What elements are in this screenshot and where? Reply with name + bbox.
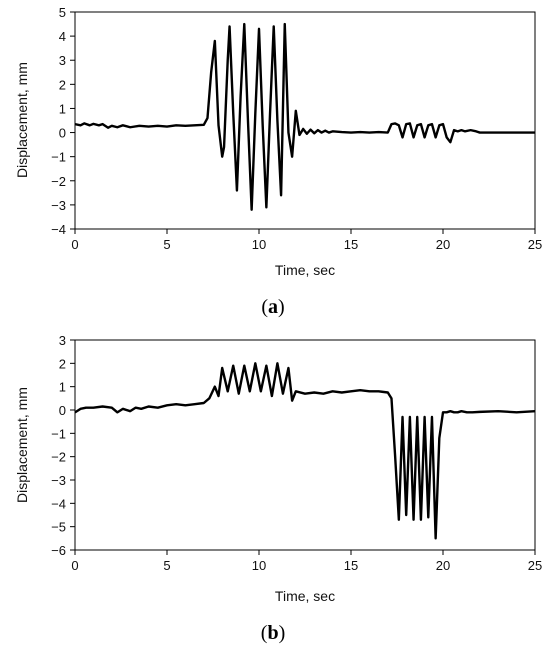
x-axis-title-a: Time, sec bbox=[275, 262, 335, 278]
x-tick-label-b-2: 10 bbox=[252, 558, 266, 573]
x-tick-label-b-1: 5 bbox=[163, 558, 170, 573]
x-tick-label-a-3: 15 bbox=[344, 237, 358, 252]
y-tick-label-a-9: 5 bbox=[59, 5, 66, 20]
y-tick-label-a-5: 1 bbox=[59, 101, 66, 116]
y-tick-label-b-9: 3 bbox=[59, 333, 66, 348]
y-tick-label-b-4: −2 bbox=[51, 450, 66, 465]
y-tick-label-a-4: 0 bbox=[59, 126, 66, 141]
y-tick-label-a-1: −3 bbox=[51, 198, 66, 213]
x-tick-label-a-5: 25 bbox=[528, 237, 542, 252]
y-axis-title-a: Displacement, mm bbox=[14, 62, 30, 178]
panel-caption-b: (b) bbox=[261, 622, 285, 644]
chart-panel-a: −4 −3 −2 −1 0 1 2 3 4 5 0 5 10 15 20 25 Time, sec Disp… bbox=[14, 5, 542, 318]
y-tick-label-a-7: 3 bbox=[59, 53, 66, 68]
series-line-a bbox=[74, 22, 535, 211]
x-tick-label-b-0: 0 bbox=[71, 558, 78, 573]
y-tick-label-a-3: −1 bbox=[51, 150, 66, 165]
y-axis-title-b: Displacement, mm bbox=[14, 387, 30, 503]
y-tick-label-b-8: 2 bbox=[59, 356, 66, 371]
x-ticks-a: 0 5 10 15 20 25 bbox=[71, 229, 542, 252]
y-tick-label-b-2: −4 bbox=[51, 496, 66, 511]
x-axis-title-b: Time, sec bbox=[275, 588, 335, 604]
x-tick-label-a-0: 0 bbox=[71, 237, 78, 252]
y-tick-label-b-7: 1 bbox=[59, 380, 66, 395]
series-line-b bbox=[74, 362, 536, 540]
chart-panel-b: −6 −5 −4 −3 −2 −1 0 1 2 3 0 5 10 15 20 25 Time, sec Di… bbox=[14, 333, 542, 644]
y-tick-label-a-2: −2 bbox=[51, 174, 66, 189]
y-tick-label-a-0: −4 bbox=[51, 222, 66, 237]
y-tick-label-a-8: 4 bbox=[59, 29, 66, 44]
plot-area-b bbox=[74, 339, 536, 551]
x-tick-label-a-2: 10 bbox=[252, 237, 266, 252]
x-tick-label-b-4: 20 bbox=[436, 558, 450, 573]
x-tick-label-b-5: 25 bbox=[528, 558, 542, 573]
y-tick-label-b-3: −3 bbox=[51, 473, 66, 488]
y-tick-label-b-1: −5 bbox=[51, 520, 66, 535]
y-ticks-a: −4 −3 −2 −1 0 1 2 3 4 5 bbox=[51, 5, 75, 237]
x-tick-label-a-4: 20 bbox=[436, 237, 450, 252]
x-tick-label-b-3: 15 bbox=[344, 558, 358, 573]
x-ticks-b: 0 5 10 15 20 25 bbox=[71, 550, 542, 573]
y-tick-label-b-5: −1 bbox=[51, 426, 66, 441]
y-tick-label-b-6: 0 bbox=[59, 403, 66, 418]
y-tick-label-a-6: 2 bbox=[59, 77, 66, 92]
panel-caption-a: (a) bbox=[261, 296, 284, 318]
y-ticks-b: −6 −5 −4 −3 −2 −1 0 1 2 3 bbox=[51, 333, 75, 558]
y-tick-label-b-0: −6 bbox=[51, 543, 66, 558]
x-tick-label-a-1: 5 bbox=[163, 237, 170, 252]
plot-area-a bbox=[74, 11, 536, 230]
